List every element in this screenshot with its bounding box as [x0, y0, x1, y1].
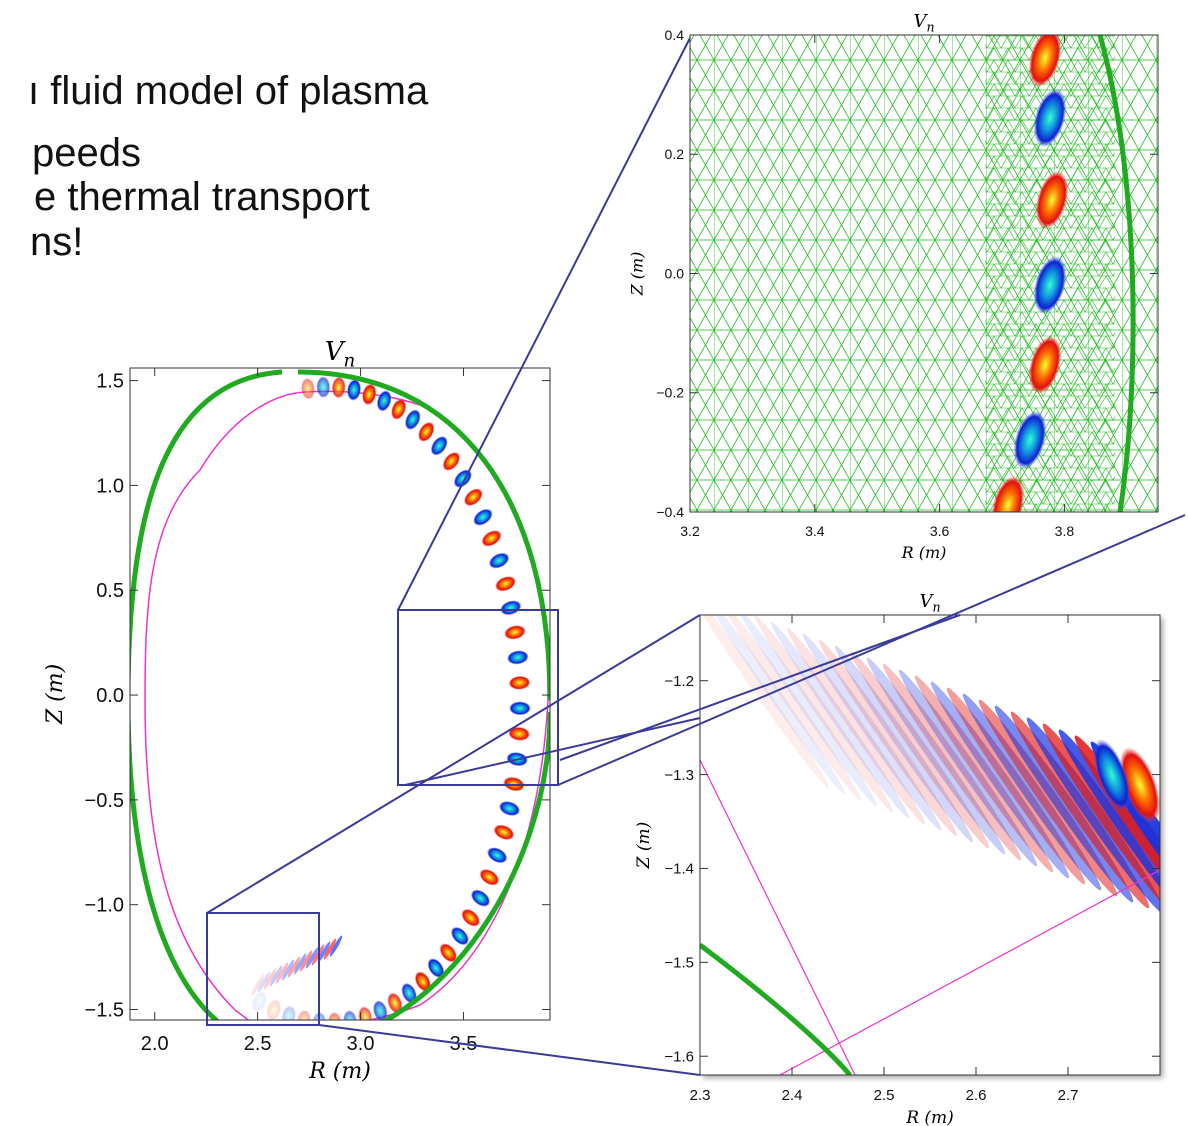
plot-area	[690, 25, 1158, 538]
x-tick-label: 2.3	[690, 1087, 711, 1104]
x-tick-label: 2.5	[244, 1033, 272, 1055]
plot-title: Vn	[913, 11, 934, 35]
y-axis-label: Z (m)	[627, 252, 646, 297]
x-axis-label: R (m)	[308, 1059, 371, 1084]
y-tick-label: −1.0	[85, 895, 124, 917]
y-axis-label: Z (m)	[634, 822, 654, 870]
bullet-line: e thermal transport	[34, 175, 370, 219]
y-tick-label: 0.0	[96, 685, 124, 707]
y-tick-label: −1.2	[664, 673, 694, 690]
x-tick-label: 3.0	[347, 1033, 375, 1055]
y-tick-label: −1.6	[664, 1048, 694, 1065]
x-tick-label: 3.6	[930, 523, 950, 539]
y-tick-label: 1.0	[96, 475, 124, 497]
y-tick-label: −1.5	[85, 1000, 124, 1022]
x-tick-label: 2.0	[141, 1033, 169, 1055]
title-sub: n	[926, 20, 934, 35]
slide: ı fluid model of plasma peeds e thermal …	[0, 0, 1188, 1126]
slide-text: ı fluid model of plasma peeds e thermal …	[28, 69, 429, 264]
y-tick-label: −1.4	[664, 861, 694, 878]
y-tick-label: 0.0	[665, 265, 685, 281]
title-sub: n	[932, 600, 940, 615]
x-tick-label: 2.6	[966, 1087, 987, 1104]
plot-area	[686, 588, 1188, 1075]
y-tick-label: −0.2	[656, 385, 684, 401]
x-tick-label: 2.5	[874, 1087, 895, 1104]
x-tick-label: 3.2	[680, 523, 700, 539]
y-tick-label: 1.5	[96, 371, 124, 393]
bullet-line: ı fluid model of plasma	[28, 69, 429, 113]
title-sub: n	[344, 351, 356, 372]
y-axis-label: Z (m)	[43, 664, 68, 725]
y-tick-label: 0.4	[665, 27, 685, 43]
x-axis-label: R (m)	[905, 1108, 954, 1126]
x-tick-label: 3.8	[1055, 523, 1075, 539]
y-tick-label: −0.4	[656, 504, 684, 520]
plot: 2.3 2.4 2.5 2.6 2.7 −1.2 −1.3 −1.4 −1.5 −1.6 Vn R (…	[634, 588, 1188, 1126]
x-tick-label: 2.4	[782, 1087, 803, 1104]
x-tick-label: 2.7	[1058, 1087, 1079, 1104]
bullet-line: peeds	[32, 131, 141, 175]
x-axis-label: R (m)	[901, 543, 947, 562]
plot-title: Vn	[325, 337, 356, 372]
y-tick-label: −1.3	[664, 767, 694, 784]
bullet-line: ns!	[30, 220, 83, 264]
zoom-connector	[319, 1025, 700, 1075]
plot: 3.2 3.4 3.6 3.8 0.4 0.2 0.0 −0.2 −0.4 Vn R (m) Z (m…	[627, 11, 1158, 562]
y-tick-label: −0.5	[85, 790, 124, 812]
y-tick-label: −1.5	[664, 955, 694, 972]
plot-title: Vn	[919, 591, 940, 615]
x-tick-label: 3.4	[805, 523, 825, 539]
y-tick-label: 0.5	[96, 580, 124, 602]
y-tick-label: 0.2	[665, 146, 685, 162]
plot: 2.02.53.03.51.51.00.50.0−0.5−1.0−1.5VnR …	[43, 337, 550, 1084]
